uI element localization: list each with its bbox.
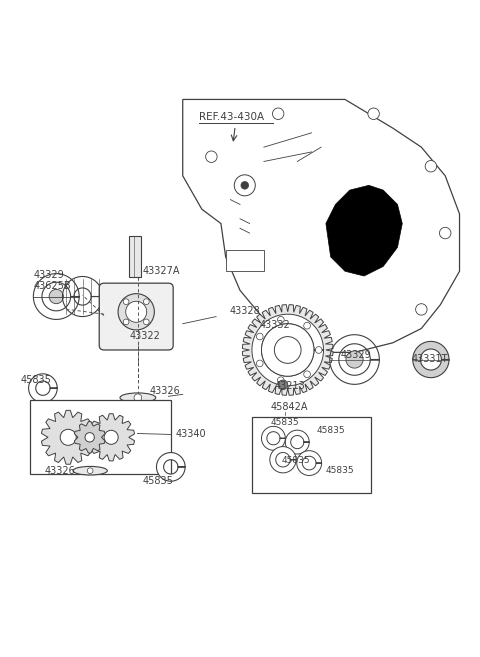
Circle shape (118, 294, 155, 330)
Polygon shape (326, 185, 402, 276)
Circle shape (134, 394, 142, 401)
Text: REF.43-430A: REF.43-430A (199, 112, 264, 122)
Circle shape (278, 380, 288, 390)
Circle shape (104, 430, 118, 444)
Polygon shape (285, 430, 309, 454)
Polygon shape (270, 447, 296, 473)
Polygon shape (252, 314, 324, 386)
Bar (226, 250, 264, 271)
Polygon shape (262, 426, 285, 450)
Polygon shape (242, 305, 333, 396)
Circle shape (346, 351, 363, 368)
Bar (129, 237, 141, 277)
Text: 43329: 43329 (34, 271, 65, 281)
Circle shape (315, 347, 322, 353)
Circle shape (144, 319, 149, 325)
FancyBboxPatch shape (99, 283, 173, 350)
Circle shape (234, 175, 255, 196)
Text: 45835: 45835 (282, 456, 311, 465)
Ellipse shape (120, 393, 156, 403)
Circle shape (60, 429, 76, 445)
Text: 43625B: 43625B (34, 281, 72, 291)
Circle shape (205, 151, 217, 162)
Circle shape (304, 323, 311, 329)
Polygon shape (88, 414, 134, 461)
Text: 45842A: 45842A (270, 401, 308, 412)
Text: 45835: 45835 (326, 466, 355, 474)
Text: 45835: 45835 (316, 426, 345, 434)
Text: 43329: 43329 (340, 350, 371, 360)
Circle shape (275, 336, 301, 363)
Circle shape (440, 227, 451, 238)
Circle shape (49, 289, 63, 304)
Text: 45835: 45835 (142, 476, 173, 486)
Circle shape (273, 108, 284, 120)
Bar (30, 400, 171, 474)
Text: 43326: 43326 (44, 466, 75, 476)
Circle shape (304, 371, 311, 378)
Circle shape (123, 319, 129, 325)
Circle shape (256, 360, 263, 367)
Circle shape (256, 333, 263, 340)
Text: 43331T: 43331T (412, 354, 448, 364)
Ellipse shape (73, 466, 108, 475)
Circle shape (85, 432, 95, 442)
Circle shape (123, 299, 129, 305)
Text: 45835: 45835 (271, 418, 300, 427)
Text: 43328: 43328 (229, 306, 260, 316)
Polygon shape (156, 453, 185, 481)
Text: 43332: 43332 (259, 321, 290, 330)
Polygon shape (41, 411, 95, 464)
Text: 43327A: 43327A (142, 265, 180, 276)
Circle shape (277, 377, 284, 384)
Circle shape (241, 181, 249, 189)
Polygon shape (413, 342, 449, 378)
Polygon shape (297, 451, 322, 476)
Circle shape (416, 304, 427, 315)
Text: 45835: 45835 (21, 375, 51, 386)
Circle shape (368, 108, 379, 120)
Circle shape (144, 299, 149, 305)
Text: 43322: 43322 (129, 331, 160, 341)
Circle shape (87, 468, 93, 474)
Polygon shape (29, 374, 57, 403)
Circle shape (425, 160, 437, 172)
Polygon shape (74, 422, 105, 453)
Text: 43340: 43340 (176, 429, 206, 439)
Circle shape (262, 324, 314, 376)
Polygon shape (183, 99, 459, 352)
Text: 43213: 43213 (275, 380, 306, 391)
Text: 43326: 43326 (149, 386, 180, 396)
Bar (252, 417, 371, 493)
Circle shape (126, 302, 147, 323)
Circle shape (277, 317, 284, 323)
